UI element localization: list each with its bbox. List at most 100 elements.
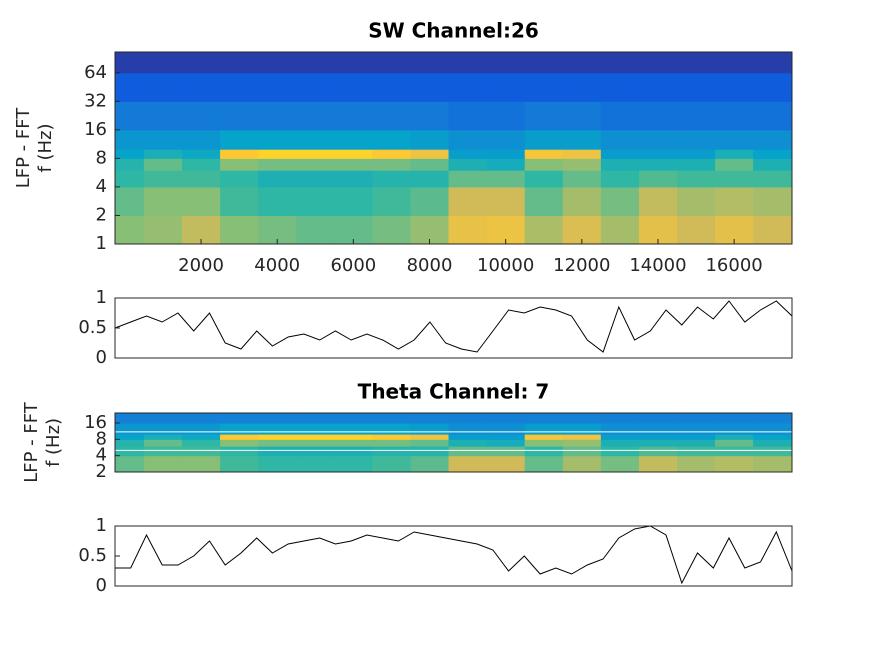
heatmap-cell xyxy=(182,455,221,473)
heatmap-cell xyxy=(220,186,259,216)
heatmap-cell xyxy=(715,158,754,171)
axes-background xyxy=(115,526,792,586)
y-axis-label: f (Hz) xyxy=(43,418,64,467)
heatmap-cell xyxy=(448,72,488,102)
heatmap-cell xyxy=(115,101,145,131)
y-tick-label: 4 xyxy=(96,445,107,466)
heatmap-cell xyxy=(410,72,450,102)
heatmap-cell xyxy=(410,170,450,188)
heatmap-cell xyxy=(115,129,145,150)
heatmap-cell xyxy=(753,446,793,457)
heatmap-cell xyxy=(524,158,564,171)
heatmap-cell xyxy=(372,149,411,159)
heatmap-cell xyxy=(334,413,373,424)
heatmap-cell xyxy=(372,215,411,245)
heatmap-cell xyxy=(410,455,450,473)
heatmap-cell xyxy=(524,101,564,131)
heatmap-cell xyxy=(600,434,640,440)
y-tick-label: 4 xyxy=(96,176,107,197)
heatmap-cell xyxy=(296,455,335,473)
heatmap-cell xyxy=(600,52,640,74)
heatmap-cell xyxy=(600,158,640,171)
heatmap-cell xyxy=(143,101,183,131)
heatmap-cell xyxy=(115,52,145,74)
heatmap-cell xyxy=(677,129,716,150)
heatmap-cell xyxy=(115,72,145,102)
heatmap-cell xyxy=(448,413,488,424)
heatmap-cell xyxy=(486,158,526,171)
heatmap-cell xyxy=(143,413,183,424)
heatmap-cell xyxy=(296,72,335,102)
heatmap-cell xyxy=(220,413,259,424)
y-axis-label: f (Hz) xyxy=(35,123,56,172)
heatmap-cell xyxy=(220,215,259,245)
heatmap-cell xyxy=(753,215,793,245)
heatmap-cell xyxy=(220,434,259,440)
heatmap-cell xyxy=(448,149,488,159)
heatmap-cell xyxy=(638,186,678,216)
heatmap-cell xyxy=(448,129,488,150)
heatmap-cell xyxy=(753,72,793,102)
heatmap-cell xyxy=(143,170,183,188)
y-tick-label: 0.5 xyxy=(78,545,107,566)
heatmap-cell xyxy=(524,455,564,473)
heatmap-cell xyxy=(486,413,526,424)
heatmap-cell xyxy=(258,423,297,435)
heatmap-cell xyxy=(115,413,145,424)
heatmap-cell xyxy=(334,129,373,150)
line xyxy=(115,525,793,585)
heatmap-cell xyxy=(258,455,297,473)
heatmap-cell xyxy=(115,455,145,473)
heatmap-cell xyxy=(524,446,564,457)
axes-background xyxy=(115,298,792,358)
heatmap-cell xyxy=(677,423,716,435)
heatmap-cell xyxy=(334,446,373,457)
heatmap-cell xyxy=(524,439,564,447)
heatmap-cell xyxy=(638,423,678,435)
heatmap-cell xyxy=(258,129,297,150)
heatmap-cell xyxy=(372,446,411,457)
heatmap-cell xyxy=(448,446,488,457)
heatmap-cell xyxy=(410,101,450,131)
y-tick-label: 2 xyxy=(96,461,107,482)
line xyxy=(114,300,793,353)
heatmap-cell xyxy=(115,446,145,457)
heatmap-cell xyxy=(715,446,754,457)
heatmap-cell xyxy=(753,423,793,435)
heatmap-cell xyxy=(448,101,488,131)
heatmap-cell xyxy=(182,72,221,102)
heatmap-cell xyxy=(715,439,754,447)
heatmap-cell xyxy=(115,170,145,188)
heatmap-cell xyxy=(677,446,716,457)
heatmap-cell xyxy=(334,170,373,188)
heatmap-cell xyxy=(182,101,221,131)
heatmap-cell xyxy=(715,170,754,188)
heatmap-cell xyxy=(486,186,526,216)
heatmap-cell xyxy=(182,170,221,188)
heatmap-cell xyxy=(296,423,335,435)
heatmap-cell xyxy=(638,446,678,457)
heatmap-cell xyxy=(600,170,640,188)
heatmap-cell xyxy=(296,52,335,74)
heatmap-cell xyxy=(372,158,411,171)
heatmap-cell xyxy=(677,149,716,159)
heatmap-cell xyxy=(372,186,411,216)
heatmap-cell xyxy=(334,439,373,447)
heatmap-cell xyxy=(372,439,411,447)
heatmap-cell xyxy=(182,413,221,424)
heatmap-cell xyxy=(410,413,450,424)
heatmap-cell xyxy=(143,52,183,74)
heatmap-cell xyxy=(600,455,640,473)
heatmap-cell xyxy=(334,423,373,435)
heatmap-cell xyxy=(372,101,411,131)
heatmap-cell xyxy=(638,434,678,440)
heatmap-cell xyxy=(143,434,183,440)
heatmap-cell xyxy=(334,434,373,440)
heatmap-cell xyxy=(334,149,373,159)
heatmap-cell xyxy=(296,158,335,171)
heatmap-cell xyxy=(677,434,716,440)
heatmap-cell xyxy=(524,186,564,216)
heatmap-cell xyxy=(600,413,640,424)
heatmap-cell xyxy=(753,149,793,159)
